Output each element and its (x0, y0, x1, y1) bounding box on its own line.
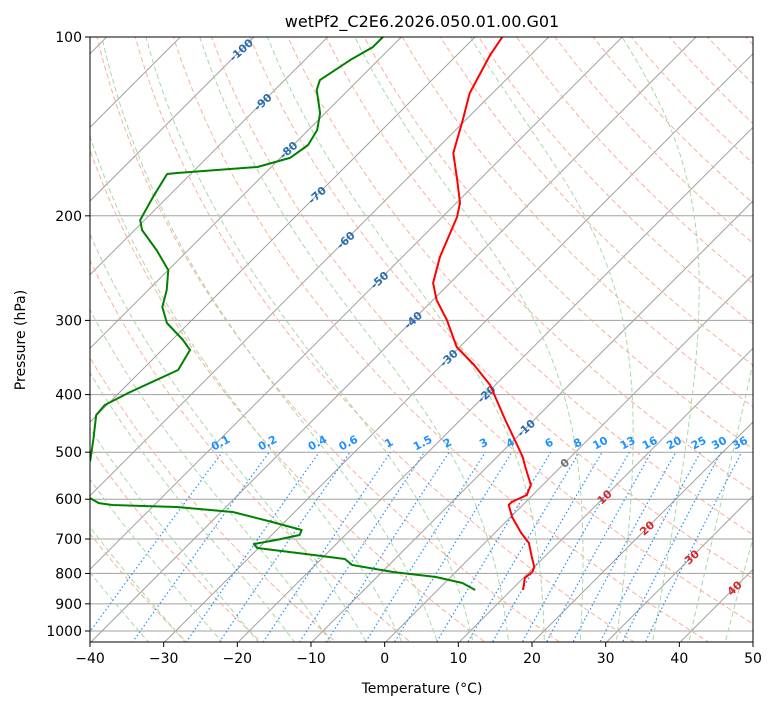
dry-adiabat-line (90, 446, 262, 642)
mixing-ratio-line (262, 451, 392, 642)
y-tick-label: 1000 (46, 624, 82, 640)
dry-adiabat-line (363, 37, 753, 450)
mixing-ratio-label: 13 (618, 434, 638, 453)
dry-adiabat-line (516, 37, 753, 285)
isotherm-line (605, 494, 753, 642)
mixing-ratio-label: 20 (664, 434, 684, 453)
moist-adiabat-line (90, 427, 259, 642)
moist-adiabat-line (101, 37, 438, 642)
mixing-ratio-line (599, 451, 702, 642)
moist-adiabat-line (724, 536, 753, 642)
dry-adiabat-line (90, 532, 188, 642)
moist-adiabat-line (469, 37, 634, 642)
mixing-ratio-label: 16 (640, 434, 660, 453)
y-tick-label: 700 (55, 532, 82, 548)
dry-adiabat-line (210, 37, 753, 625)
mixing-ratio-line (545, 451, 653, 642)
isotherm-line (90, 37, 182, 129)
dry-adiabat-line (287, 37, 753, 536)
x-tick-label: 0 (380, 651, 389, 667)
dry-adiabat-line (172, 37, 710, 642)
sounding-profiles (90, 37, 536, 591)
isotherm-line (90, 37, 550, 497)
isotherm-line (90, 37, 403, 350)
isotherm-line (384, 273, 753, 642)
moist-adiabat-line (266, 37, 545, 642)
mixing-ratio-line (298, 451, 425, 642)
moist-adiabat-line (90, 571, 150, 642)
mixing-ratio-line (467, 451, 580, 642)
isotherm-line (90, 37, 476, 423)
moist-adiabat-line (90, 308, 332, 642)
moist-adiabat-line (199, 37, 510, 642)
mixing-ratio-line (218, 451, 351, 642)
x-tick-label: 20 (523, 651, 541, 667)
moist-adiabat-line (90, 526, 186, 642)
x-tick-label: −40 (75, 651, 105, 667)
x-tick-label: −10 (296, 651, 326, 667)
x-tick-label: 50 (744, 651, 762, 667)
mixing-ratio-label: 25 (689, 434, 709, 453)
chart-title: wetPf2_C2E6.2026.050.01.00.G01 (285, 12, 559, 32)
y-tick-label: 100 (55, 30, 82, 46)
moist-adiabat-line (90, 134, 403, 642)
isotherm-line (90, 37, 624, 571)
x-axis-label: Temperature (°C) (361, 681, 483, 697)
isotherm-line (237, 126, 753, 642)
mixing-ratio-label: 36 (730, 434, 750, 453)
moist-adiabat-line (688, 360, 753, 642)
mixing-ratio-labels: 0.1 0.2 0.4 0.6 1 1.5 2 3 4 6 8 10 13 16 20 25 30 36 (209, 433, 750, 454)
plot-area: -100-90-80-70-60-50-40-30-20-10010203040… (90, 37, 753, 642)
moist-adiabat-line (145, 37, 474, 642)
isotherm-line (90, 37, 697, 642)
dry-adiabat-line (134, 37, 635, 642)
mixing-ratio-line (325, 451, 450, 642)
y-tick-label: 400 (55, 388, 82, 404)
isotherm-line (311, 200, 753, 642)
mixing-ratio-line (131, 451, 270, 642)
mixing-ratio-line (393, 451, 513, 642)
y-tick-label: 200 (55, 209, 82, 225)
dry-adiabat-line (96, 37, 561, 642)
temperature-profile-line (432, 37, 536, 591)
moist-adiabat-line (90, 478, 223, 642)
x-tick-label: −20 (223, 651, 253, 667)
isotherm-line (458, 347, 753, 642)
x-tick-label: 30 (597, 651, 615, 667)
isotherm-line (90, 37, 255, 202)
moist-adiabat-line (90, 371, 296, 642)
moist-adiabat-line (90, 233, 367, 642)
plot-frame (89, 36, 754, 643)
moist-adiabat-line (354, 37, 584, 642)
moist-adiabats (90, 37, 753, 642)
mixing-ratio-line (436, 451, 552, 642)
x-tick-label: 40 (670, 651, 688, 667)
y-axis-label: Pressure (hPa) (13, 290, 29, 390)
mixing-ratio-label: 30 (709, 434, 729, 453)
dry-adiabat-line (478, 37, 753, 325)
x-tick-label: 10 (449, 651, 467, 667)
dry-adiabats (90, 37, 753, 642)
mixing-ratio-label: 10 (591, 434, 611, 453)
mixing-ratio-line (521, 451, 630, 642)
dry-adiabat-line (90, 259, 412, 642)
y-tick-label: 300 (55, 313, 82, 329)
y-tick-label: 800 (55, 566, 82, 582)
y-tick-label: 500 (55, 445, 82, 461)
y-tick-label: 900 (55, 597, 82, 613)
y-tick-label: 600 (55, 492, 82, 508)
x-tick-label: −30 (149, 651, 179, 667)
y-axis-ticks: 100 200 300 400 500 600 700 800 900 1000 (46, 30, 90, 640)
moist-adiabat-line (621, 37, 700, 642)
mixing-ratio-line (491, 451, 603, 642)
dry-adiabat-line (249, 37, 753, 580)
isotherm-line (90, 37, 329, 276)
x-axis-ticks: −40 −30 −20 −10 0 10 20 30 40 50 (75, 642, 762, 667)
mixing-ratio-line (572, 451, 677, 642)
dewpoint-profile-line (90, 37, 476, 591)
